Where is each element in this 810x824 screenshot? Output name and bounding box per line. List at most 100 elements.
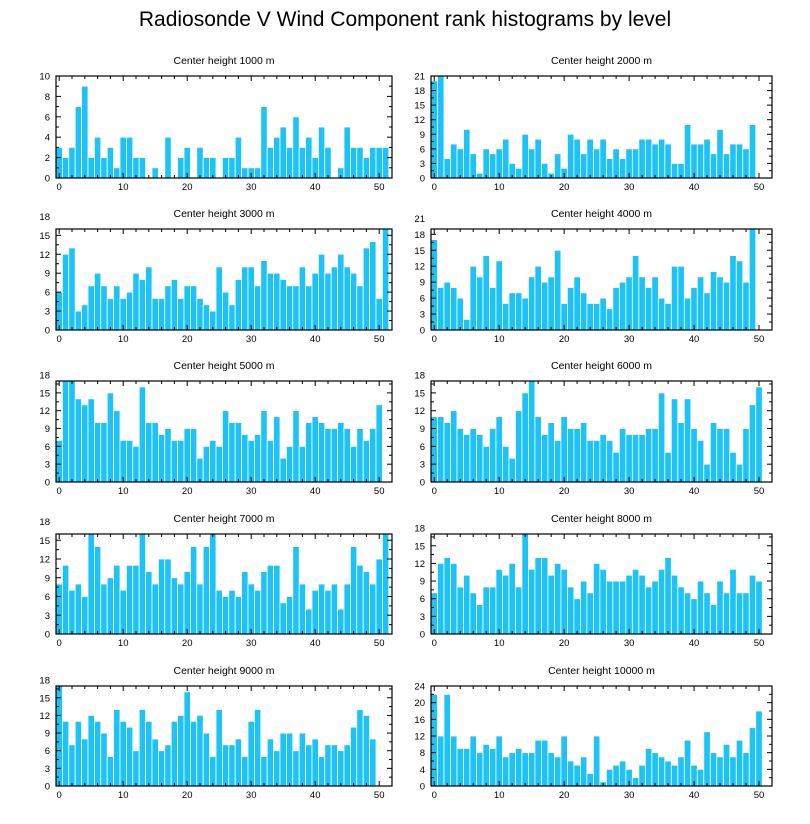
histogram-bar — [567, 760, 575, 787]
histogram-bar — [605, 580, 614, 635]
y-tick-label: 3 — [45, 611, 50, 622]
histogram-bar — [709, 153, 718, 179]
histogram-bar — [670, 398, 679, 483]
x-tick-label: 50 — [374, 182, 385, 193]
histogram-bar — [599, 434, 607, 483]
histogram-bar — [729, 756, 737, 787]
histogram-bar — [132, 750, 140, 787]
histogram-bar — [573, 276, 581, 331]
histogram-bar — [547, 574, 555, 635]
y-tick-label: 15 — [414, 388, 425, 399]
x-tick-label: 20 — [182, 486, 193, 497]
x-tick-label: 10 — [494, 790, 505, 801]
histogram-bar — [560, 416, 568, 483]
plot-frame — [430, 533, 773, 635]
histogram-bar — [521, 297, 529, 331]
histogram-bar — [508, 752, 516, 787]
histogram-bar — [273, 272, 281, 331]
x-tick-label: 40 — [689, 182, 700, 193]
x-tick-label: 20 — [559, 182, 570, 193]
histogram-bar — [113, 709, 121, 787]
histogram-bar — [241, 756, 249, 787]
histogram-bar — [113, 167, 121, 179]
histogram-bar — [305, 744, 313, 787]
histogram-bar — [638, 764, 646, 787]
histogram-bar — [748, 574, 757, 635]
histogram-bar — [657, 392, 666, 483]
histogram-bar — [638, 574, 646, 635]
histogram-bar — [324, 146, 332, 179]
histogram-bar — [87, 157, 95, 179]
histogram-bar — [554, 440, 562, 483]
histogram-bar — [221, 596, 230, 635]
histogram-bar — [554, 563, 562, 635]
histogram-bar — [625, 276, 633, 331]
histogram-bar — [554, 756, 562, 787]
histogram-bar — [324, 272, 332, 331]
histogram-bar — [722, 281, 731, 331]
y-tick-label: 0 — [420, 174, 425, 185]
histogram-bar — [170, 279, 178, 331]
histogram-bar — [285, 732, 294, 787]
x-tick-label: 10 — [494, 182, 505, 193]
histogram-bar — [317, 253, 326, 331]
histogram-bar — [266, 738, 275, 787]
histogram-bar — [183, 571, 191, 635]
y-tick-label: 12 — [414, 559, 425, 570]
histogram-bar — [177, 583, 185, 635]
histogram-bar — [215, 445, 223, 483]
histogram-bar — [343, 583, 351, 635]
histogram-bar — [266, 564, 275, 635]
histogram-bar — [241, 434, 249, 483]
histogram-bar — [534, 416, 542, 483]
histogram-bar — [324, 428, 332, 483]
histogram-bar — [605, 308, 614, 331]
histogram-bar — [482, 586, 490, 635]
histogram-bar — [618, 760, 627, 787]
y-tick-label: 3 — [420, 159, 425, 170]
histogram-bar — [170, 720, 178, 787]
histogram-bar — [541, 434, 549, 483]
histogram-bar — [690, 143, 698, 179]
histogram-bar — [742, 148, 750, 179]
histogram-bar — [534, 739, 542, 787]
histogram-bar — [170, 440, 178, 483]
histogram-bar — [521, 392, 529, 483]
histogram-bar — [94, 720, 102, 787]
histogram-bar — [234, 136, 242, 179]
histogram-bar — [437, 735, 445, 787]
histogram-bar — [170, 577, 178, 635]
histogram-bar — [94, 272, 102, 331]
histogram-bar — [508, 457, 516, 483]
x-tick-label: 30 — [624, 334, 635, 345]
histogram-bar — [106, 392, 114, 483]
histogram-bar — [443, 281, 451, 331]
histogram-bar — [631, 568, 640, 635]
histogram-bar — [709, 422, 718, 483]
histogram-bar — [369, 241, 377, 331]
histogram-bar — [369, 583, 377, 635]
histogram-bar — [234, 596, 242, 635]
histogram-bar — [273, 564, 281, 635]
x-tick-label: 40 — [689, 486, 700, 497]
histogram-bar — [253, 434, 262, 483]
histogram-bar — [612, 287, 620, 331]
histogram-bar — [247, 583, 255, 635]
histogram-bar — [285, 285, 294, 331]
histogram-bar — [534, 265, 542, 331]
histogram-bar — [343, 428, 351, 483]
x-tick-label: 40 — [689, 334, 700, 345]
histogram-bar — [683, 124, 692, 179]
histogram-bar — [670, 574, 679, 635]
histogram-bar — [573, 598, 581, 635]
histogram-bar — [132, 445, 140, 483]
histogram-bar — [356, 564, 364, 635]
y-tick-label: 0 — [420, 782, 425, 793]
histogram-bar — [68, 247, 76, 331]
histogram-bar — [202, 732, 210, 787]
histogram-bar — [157, 750, 166, 787]
histogram-bar — [317, 583, 326, 635]
histogram-bar — [87, 715, 95, 787]
histogram-bar — [381, 146, 390, 179]
panel-title: Center height 8000 m — [551, 513, 652, 525]
